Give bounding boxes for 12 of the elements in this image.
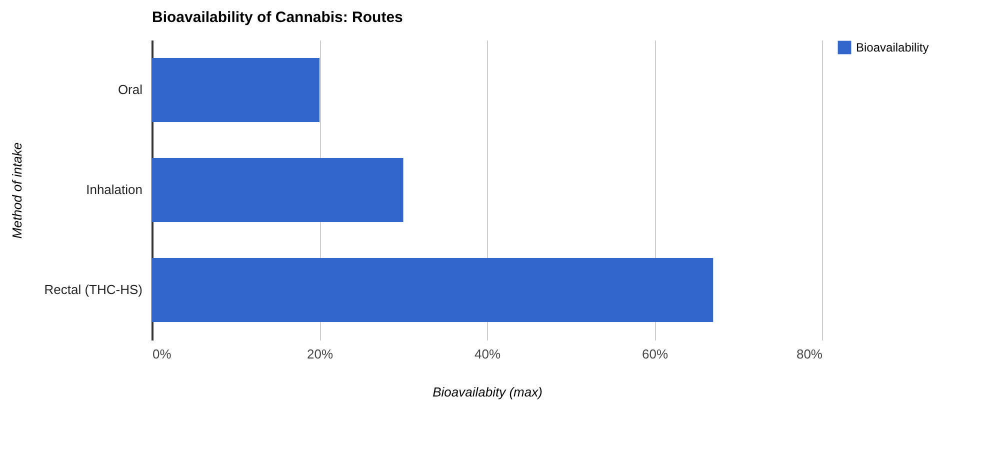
legend-label: Bioavailability <box>856 40 929 54</box>
y-axis-title: Method of intake <box>9 142 24 239</box>
x-tick-label: 0% <box>152 346 172 362</box>
x-axis-title: Bioavailabity (max) <box>432 384 542 400</box>
y-tick-label: Rectal (THC-HS) <box>44 282 142 297</box>
x-tick-label: 80% <box>796 346 823 362</box>
y-tick-label: Inhalation <box>86 182 142 197</box>
chart-title: Bioavailability of Cannabis: Routes <box>152 9 403 26</box>
x-tick-label: 60% <box>642 346 668 362</box>
y-tick-label: Oral <box>118 82 143 97</box>
x-tick-label: 20% <box>306 346 334 362</box>
x-tick-label: 40% <box>474 346 501 362</box>
